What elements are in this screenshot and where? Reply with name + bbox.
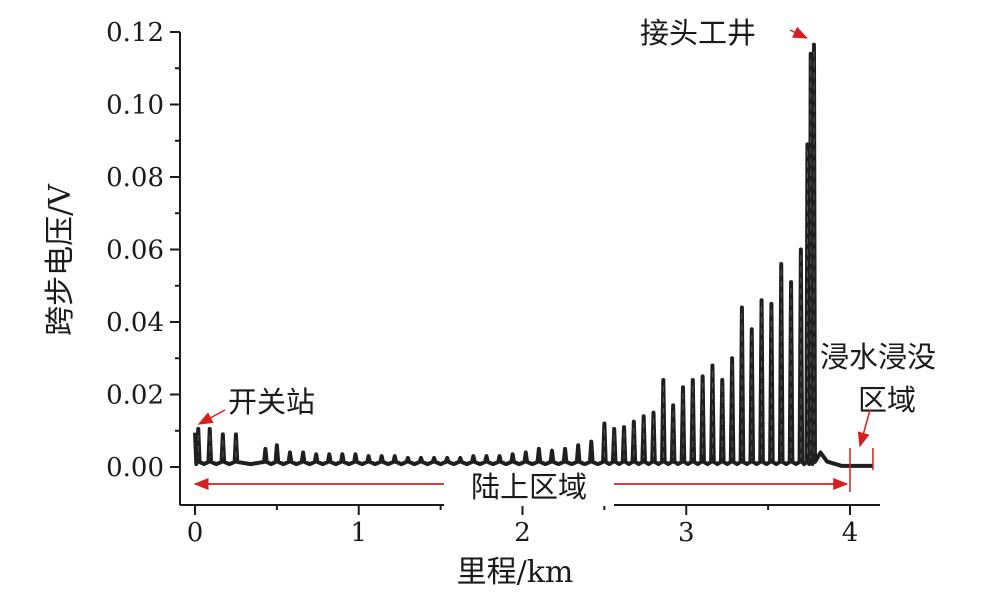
y-tick-label: 0.08 [106,163,164,193]
annotation-flooded-area-line1: 浸水浸没 [820,340,936,374]
annotation-land-area-bg [444,466,614,506]
arrow-to-flooded-area [857,409,871,448]
annotation-land-area: 陆上区域 [471,470,587,504]
plot-area [193,42,873,468]
annotations: 接头工井 开关站 浸水浸没 区域 陆上区域 [193,16,936,506]
arrow-to-joint-well [789,26,809,39]
x-tick-label: 2 [514,518,531,548]
y-tick-label: 0.02 [106,381,164,411]
x-tick-label: 4 [842,518,859,548]
x-axis-title: 里程/km [457,555,574,590]
x-tick-label: 0 [187,518,204,548]
annotation-joint-well: 接头工井 [640,16,756,50]
arrow-to-switch-station [197,409,226,425]
y-tick-label: 0.04 [106,308,164,338]
annotation-switch-station: 开关站 [228,385,315,419]
y-tick-label: 0.12 [106,18,164,48]
x-ticks: 0 1 2 3 4 [187,505,859,548]
axes [179,32,880,506]
x-tick-label: 1 [350,518,367,548]
y-tick-label: 0.06 [106,236,164,266]
y-tick-label: 0.00 [106,453,164,483]
y-tick-label: 0.10 [106,91,164,121]
annotation-flooded-area-line2: 区域 [858,383,916,417]
y-axis-title: 跨步电压/V [43,183,78,336]
y-ticks: 0.00 0.02 0.04 0.06 0.08 0.10 0.12 [106,18,180,483]
x-tick-label: 3 [678,518,695,548]
